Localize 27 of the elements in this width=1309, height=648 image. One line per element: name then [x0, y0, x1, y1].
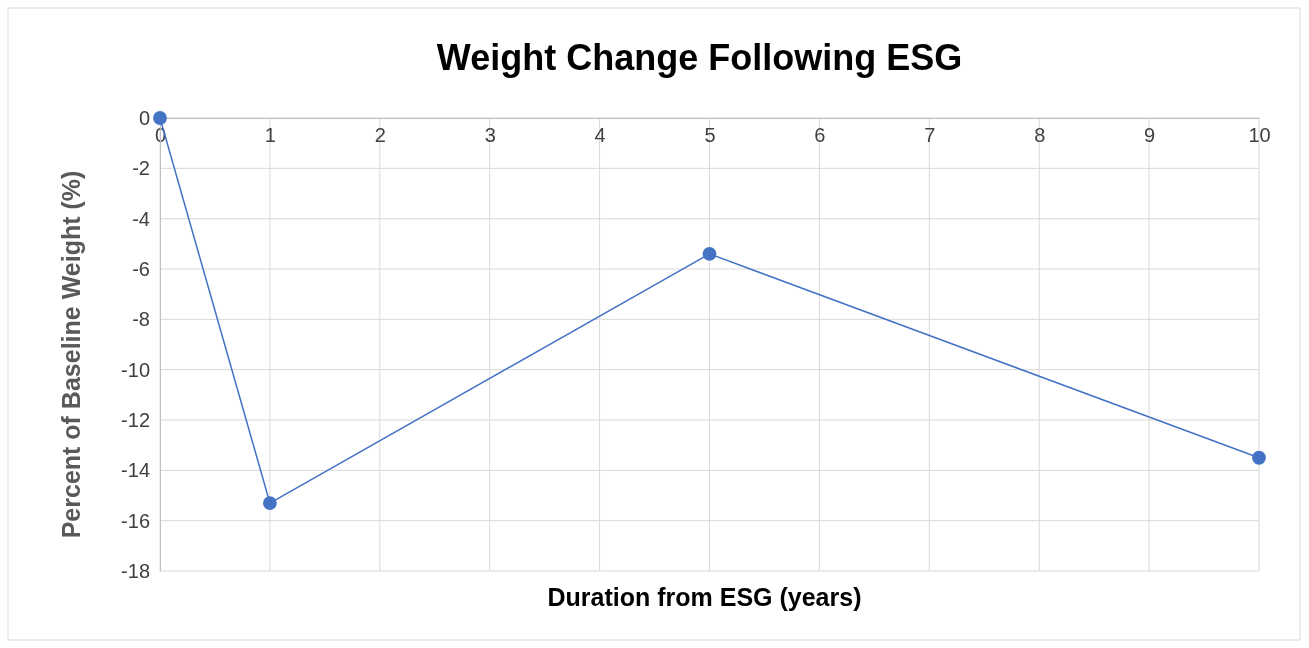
- y-tick-label: -18: [121, 559, 150, 582]
- x-tick-label: 3: [484, 124, 496, 147]
- x-tick-label: 1: [264, 124, 276, 147]
- y-tick-label: -12: [121, 408, 150, 431]
- y-tick-label: -14: [121, 459, 150, 482]
- point: [153, 111, 167, 125]
- y-tick-label: -4: [132, 207, 150, 230]
- y-tick-label: -16: [121, 509, 150, 532]
- point: [1252, 450, 1266, 465]
- y-tick-label: -2: [132, 157, 150, 180]
- x-tick-label: 8: [1034, 124, 1046, 147]
- x-tick-label: 9: [1144, 124, 1156, 147]
- x-tick-label: 6: [814, 124, 826, 147]
- y-tick-label: 0: [138, 106, 150, 129]
- x-axis-title: Duration from ESG (years): [547, 583, 862, 611]
- y-tick-label: -8: [132, 308, 150, 331]
- x-tick-label: 2: [374, 124, 386, 147]
- x-tick-label: 5: [704, 124, 716, 147]
- x-tick-label: 4: [594, 124, 606, 147]
- y-tick-label: -6: [132, 257, 150, 280]
- y-axis-title: Percent of Baseline Weight (%): [57, 170, 85, 539]
- point: [702, 247, 717, 261]
- x-tick-label: 10: [1248, 124, 1271, 147]
- chart-title: Weight Change Following ESG: [436, 37, 963, 78]
- point: [262, 496, 277, 510]
- y-tick-label: -10: [121, 358, 150, 381]
- x-tick-label: 7: [924, 124, 936, 147]
